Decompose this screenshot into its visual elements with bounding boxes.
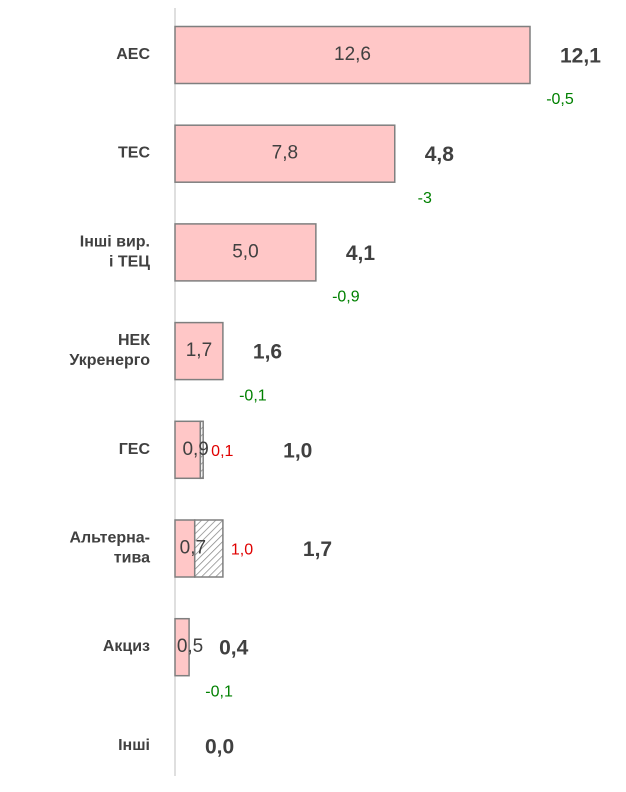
bar [174,124,396,183]
change-label: -0,1 [239,387,267,404]
value-label: 0,5 [177,636,203,657]
change-label: 1,0 [231,542,253,559]
total-label: 4,1 [346,242,376,265]
value-label: 0,9 [182,439,208,460]
category-label: Інші вир. і ТЕЦ [80,234,151,271]
change-label: 0,1 [211,443,233,460]
change-label: -0,9 [332,289,360,306]
category-label: АЕС [116,46,150,63]
total-label: 1,6 [253,341,282,364]
value-label: 0,7 [180,538,206,559]
increase-bar [193,519,224,578]
value-label: 5,0 [232,241,258,262]
increase-bar [199,420,204,480]
bar [174,617,190,677]
total-label: 1,0 [283,439,312,462]
category-label: Акциз [103,638,150,655]
bar [174,321,224,381]
category-label: Інші [118,737,150,754]
total-label: 0,0 [205,735,234,758]
bar [174,223,317,282]
category-label: Альтерна-тива [69,530,150,567]
change-label: -0,1 [205,683,233,700]
total-label: 4,8 [425,143,455,166]
change-label: -3 [418,190,432,207]
total-label: 0,4 [219,637,249,660]
value-label: 7,8 [272,143,298,164]
category-label: ТЕС [118,145,150,162]
change-label: -0,5 [546,91,574,108]
total-label: 1,7 [303,538,332,561]
total-label: 12,1 [560,45,601,68]
value-label: 12,6 [334,44,371,65]
category-label: ГЕС [119,441,151,458]
value-label: 1,7 [186,340,212,361]
bar [174,25,531,85]
category-label: НЕК Укренерго [69,332,150,369]
